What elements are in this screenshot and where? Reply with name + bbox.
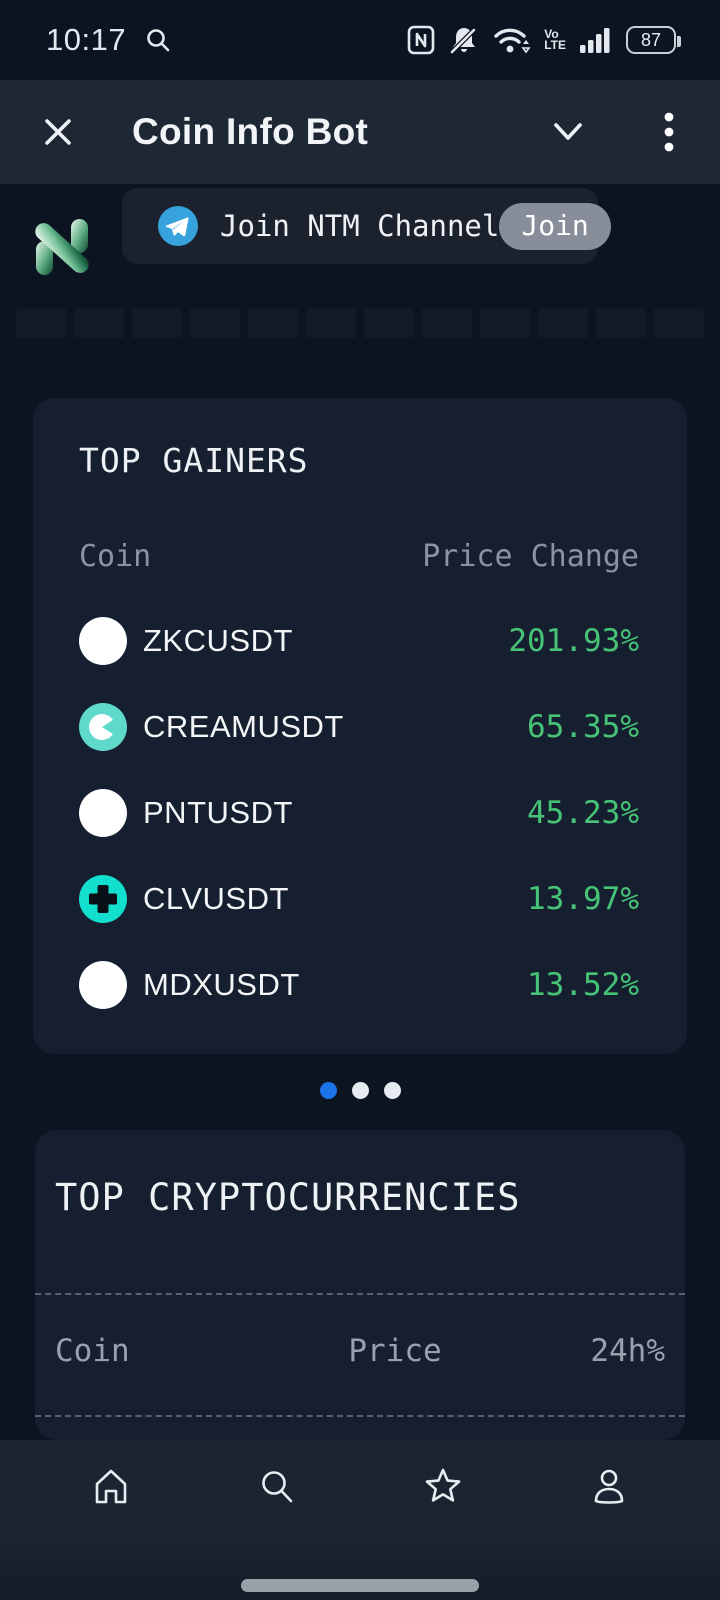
top-gainers-card: TOP GAINERS Coin Price Change ZKCUSDT 20…	[33, 398, 687, 1054]
home-icon	[95, 1469, 127, 1504]
bottom-nav	[0, 1440, 720, 1600]
kebab-menu-icon	[664, 112, 674, 152]
gainer-row[interactable]: CREAMUSDT 65.35%	[79, 684, 639, 770]
coin-name: CLVUSDT	[143, 881, 289, 916]
person-icon	[594, 1469, 624, 1504]
clock: 10:17	[46, 22, 127, 57]
star-icon	[425, 1468, 461, 1502]
pagination-dot[interactable]	[319, 1082, 337, 1099]
nav-home-button[interactable]	[88, 1464, 134, 1510]
close-button[interactable]	[40, 114, 76, 150]
coin-icon	[79, 617, 127, 665]
coin-icon	[79, 961, 127, 1009]
coin-icon	[79, 703, 127, 751]
column-coin: Coin	[79, 539, 152, 574]
coin-price-change: 201.93%	[508, 623, 639, 659]
chat-area: Join NTM Channel Join	[0, 184, 720, 398]
menu-button[interactable]	[664, 110, 674, 154]
crypto-column-headers: Coin Price 24h%	[35, 1333, 685, 1369]
gainer-row[interactable]: PNTUSDT 45.23%	[79, 770, 639, 856]
coin-price-change: 65.35%	[527, 709, 639, 745]
signal-strength-icon	[578, 25, 614, 55]
gainer-row[interactable]: ZKCUSDT 201.93%	[79, 598, 639, 684]
banner-text: Join NTM Channel	[220, 209, 500, 243]
carousel-pagination	[0, 1082, 720, 1099]
column-price: Price	[348, 1333, 442, 1369]
column-price-change: Price Change	[422, 539, 639, 574]
coin-name: PNTUSDT	[143, 795, 293, 830]
gainer-row[interactable]: CLVUSDT 13.97%	[79, 856, 639, 942]
gesture-bar[interactable]	[241, 1579, 479, 1592]
column-coin: Coin	[55, 1333, 130, 1369]
coin-name: CREAMUSDT	[143, 709, 344, 744]
ntm-logo-icon	[35, 219, 89, 275]
search-icon	[262, 1471, 293, 1503]
chevron-down-icon	[554, 123, 582, 140]
volte-indicator: Vo LTE	[544, 27, 566, 52]
pagination-dot[interactable]	[351, 1082, 369, 1099]
coin-price-change: 13.97%	[527, 881, 639, 917]
faded-message-row	[16, 308, 704, 338]
nav-search-button[interactable]	[254, 1464, 300, 1510]
nfc-icon	[406, 24, 436, 56]
gainers-list: ZKCUSDT 201.93% CREAMUSDT 65.35% PNTUSDT…	[79, 598, 639, 1028]
notifications-muted-icon	[448, 24, 480, 56]
bot-title: Coin Info Bot	[132, 111, 369, 152]
top-gainers-title: TOP GAINERS	[79, 441, 309, 480]
coin-name: ZKCUSDT	[143, 623, 293, 658]
coin-price-change: 13.52%	[527, 967, 639, 1003]
coin-price-change: 45.23%	[527, 795, 639, 831]
app-header: Coin Info Bot	[0, 80, 720, 184]
nav-favorites-button[interactable]	[420, 1464, 466, 1510]
coin-name: MDXUSDT	[143, 967, 300, 1002]
pagination-dot[interactable]	[383, 1082, 401, 1099]
column-24h: 24h%	[590, 1333, 665, 1369]
collapse-button[interactable]	[546, 119, 590, 145]
coin-icon	[79, 789, 127, 837]
dashed-divider	[35, 1293, 685, 1295]
top-cryptocurrencies-card: TOP CRYPTOCURRENCIES Coin Price 24h%	[35, 1130, 685, 1440]
bot-avatar	[30, 215, 94, 279]
wifi-icon	[492, 24, 532, 56]
nav-profile-button[interactable]	[586, 1464, 632, 1510]
top-cryptocurrencies-title: TOP CRYPTOCURRENCIES	[55, 1176, 521, 1219]
join-channel-banner[interactable]: Join NTM Channel Join	[122, 188, 611, 264]
coin-icon	[79, 875, 127, 923]
statusbar-search-icon	[144, 26, 172, 54]
telegram-icon	[158, 206, 198, 246]
join-button[interactable]: Join	[499, 202, 611, 250]
battery-indicator: 87	[626, 26, 681, 54]
gainers-column-headers: Coin Price Change	[79, 540, 639, 574]
gainer-row[interactable]: MDXUSDT 13.52%	[79, 942, 639, 1028]
close-icon	[45, 119, 71, 145]
dashed-divider	[35, 1415, 685, 1417]
status-bar: 10:17	[0, 0, 720, 80]
